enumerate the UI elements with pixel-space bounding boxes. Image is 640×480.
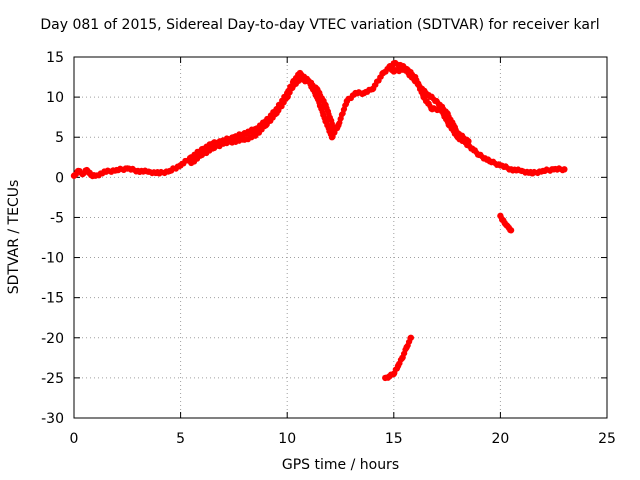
x-tick-label: 15	[385, 431, 403, 447]
grid-layer	[74, 57, 607, 418]
series-main-track	[70, 59, 568, 180]
tick-layer: 0 5 10 15 20 25 15 10 5 0 -5 -10 -15 -20 -25 -30	[41, 50, 616, 447]
y-axis-label: SDTVAR / TECUs	[6, 179, 22, 295]
series-short-segment-near-20h	[497, 212, 515, 234]
data-point	[465, 138, 472, 145]
y-tick-label: 0	[55, 170, 64, 186]
y-tick-label: 15	[46, 50, 64, 66]
data-point	[407, 334, 415, 341]
y-tick-label: 5	[55, 130, 64, 146]
y-tick-label: -25	[41, 371, 64, 387]
x-tick-label: 10	[278, 431, 296, 447]
x-tick-label: 5	[176, 431, 185, 447]
data-point	[561, 166, 568, 173]
series-short-segment-near-15h	[382, 334, 415, 382]
x-tick-label: 0	[70, 431, 79, 447]
data-point	[507, 227, 515, 234]
y-tick-label: -15	[41, 291, 64, 307]
series-late-branch	[386, 63, 472, 145]
series-layer	[70, 59, 568, 382]
x-tick-label: 25	[598, 431, 616, 447]
y-tick-label: -10	[41, 251, 64, 267]
y-tick-label: -30	[41, 411, 64, 427]
plot-frame	[73, 56, 608, 419]
x-tick-label: 20	[491, 431, 509, 447]
series-secondary-arc	[188, 75, 338, 167]
y-tick-label: -20	[41, 331, 64, 347]
x-axis-label: GPS time / hours	[281, 457, 400, 473]
chart-title: Day 081 of 2015, Sidereal Day-to-day VTE…	[40, 17, 600, 33]
data-point	[330, 126, 338, 133]
y-tick-label: -5	[50, 210, 64, 226]
y-tick-label: 10	[46, 90, 64, 106]
